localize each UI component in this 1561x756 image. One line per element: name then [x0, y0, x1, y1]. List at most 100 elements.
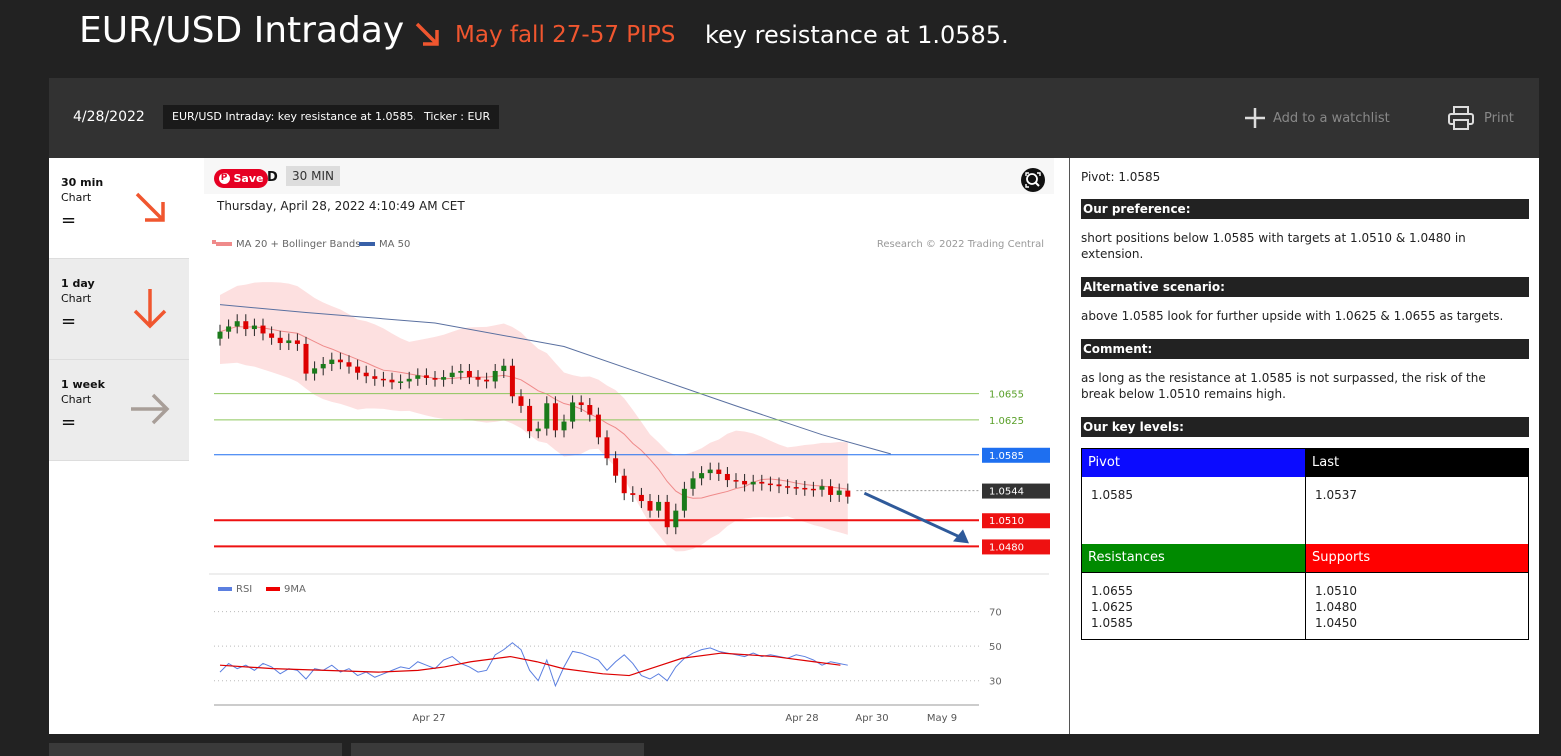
key-levels-table: Pivot Last 1.0585 1.0537 Resistances Sup… [1081, 448, 1529, 640]
ma50-line [219, 304, 891, 455]
page-title: EUR/USD Intraday [79, 10, 405, 51]
candle [320, 363, 326, 369]
candle [759, 481, 765, 484]
candle [441, 377, 447, 380]
comment-heading: Comment: [1081, 339, 1529, 359]
timeframe-30min[interactable]: 30 min Chart = [49, 158, 189, 259]
timeframe-name: 1 week [61, 378, 105, 391]
candle [673, 510, 679, 528]
pivot-line: Pivot: 1.0585 [1081, 170, 1161, 184]
candle [802, 487, 808, 490]
x-tick-apr27: Apr 27 [412, 713, 445, 724]
candle [303, 343, 309, 374]
analysis-content: 30 min Chart = 1 day Chart = 1 week Char… [49, 158, 1539, 734]
x-tick-apr30: Apr 30 [855, 713, 888, 724]
candle [587, 405, 593, 415]
arrow-down-right-icon [135, 192, 165, 222]
chart-timeframe-badge[interactable]: 30 MIN [286, 166, 340, 186]
resistances-values: 1.0655 1.0625 1.0585 [1091, 584, 1133, 630]
candle [690, 478, 696, 489]
candle [785, 486, 791, 488]
candle [621, 475, 627, 494]
level-label: 1.0510 [989, 516, 1024, 527]
article-toolbar: 4/28/2022 EUR/USD Intraday: key resistan… [49, 78, 1539, 158]
table-divider [1305, 449, 1306, 639]
timeframe-1week[interactable]: 1 week Chart = [49, 360, 189, 461]
candle [733, 480, 739, 482]
key-levels-heading: Our key levels: [1081, 417, 1529, 437]
candle [466, 370, 472, 378]
candle [527, 405, 533, 432]
candle [389, 379, 395, 383]
candle [630, 493, 636, 495]
candle [380, 378, 386, 381]
timeframe-eq: = [61, 311, 77, 332]
level-label: 1.0544 [989, 487, 1024, 498]
candle [552, 403, 558, 431]
preference-text: short positions below 1.0585 with target… [1081, 231, 1466, 261]
pivot-value: 1.0585 [1091, 488, 1133, 502]
bottom-tab-2[interactable] [351, 743, 644, 756]
comment-text: as long as the resistance at 1.0585 is n… [1081, 371, 1486, 401]
candle [432, 377, 438, 380]
legend-line-ma20 [216, 242, 232, 246]
printer-icon [1448, 106, 1474, 130]
candle [707, 469, 713, 474]
level-label: 1.0480 [989, 542, 1024, 553]
save-label: Save [233, 172, 264, 185]
candle [372, 376, 378, 379]
candle [415, 375, 421, 379]
price-chart: MA 20 + Bollinger Bands MA 50 Research ©… [209, 239, 1050, 724]
zoom-button[interactable] [1021, 168, 1045, 192]
supports-header: Supports [1306, 544, 1528, 572]
candle [294, 340, 300, 344]
candle [793, 487, 799, 489]
candle [423, 375, 429, 378]
candle [604, 437, 610, 459]
candle [819, 486, 825, 490]
bollinger-band [220, 282, 848, 552]
candle [243, 321, 249, 330]
candle [647, 501, 653, 511]
candle [776, 484, 782, 487]
last-header: Last [1306, 449, 1528, 477]
resistance-headline: key resistance at 1.0585. [705, 21, 1009, 49]
alternative-text: above 1.0585 look for further upside wit… [1081, 309, 1504, 323]
chart-copyright: Research © 2022 Trading Central [877, 239, 1044, 250]
chart-topbar [204, 158, 1054, 194]
forecast-arrow [863, 491, 964, 540]
candle [251, 325, 257, 330]
timeframe-1day[interactable]: 1 day Chart = [49, 259, 189, 360]
candle [484, 379, 490, 382]
legend-line-9ma [266, 587, 280, 591]
x-tick-may9: May 9 [927, 713, 957, 724]
candle [269, 333, 275, 338]
candle [277, 337, 283, 344]
pinterest-save-button[interactable]: P Save [214, 169, 268, 188]
pinterest-icon: P [218, 173, 230, 184]
candle [217, 331, 223, 339]
table-row-divider [1082, 572, 1528, 573]
candle [836, 490, 842, 495]
level-label: 1.0625 [989, 416, 1024, 427]
candle [570, 402, 576, 422]
pivot-header: Pivot [1082, 449, 1305, 477]
legend-ma50: MA 50 [379, 239, 410, 250]
candle [845, 490, 851, 497]
bottom-tab-1[interactable] [49, 743, 342, 756]
candle [638, 494, 644, 502]
level-tag [982, 483, 1050, 499]
rsi-ma-line [219, 652, 841, 677]
print-label: Print [1484, 110, 1514, 126]
timeframe-name: 1 day [61, 277, 95, 290]
arrow-down-icon [133, 289, 167, 329]
print-button[interactable]: Print [1447, 104, 1514, 132]
zoom-icon [1025, 172, 1041, 188]
forecast-arrowhead [953, 529, 969, 544]
chart-datetime: Thursday, April 28, 2022 4:10:49 AM CET [217, 199, 465, 213]
supports-values: 1.0510 1.0480 1.0450 [1315, 584, 1357, 630]
timeframe-sub: Chart [61, 393, 92, 406]
add-watchlist-button[interactable]: Add to a watchlist [1243, 104, 1390, 132]
timeframe-eq: = [61, 210, 77, 231]
candle [578, 402, 584, 406]
